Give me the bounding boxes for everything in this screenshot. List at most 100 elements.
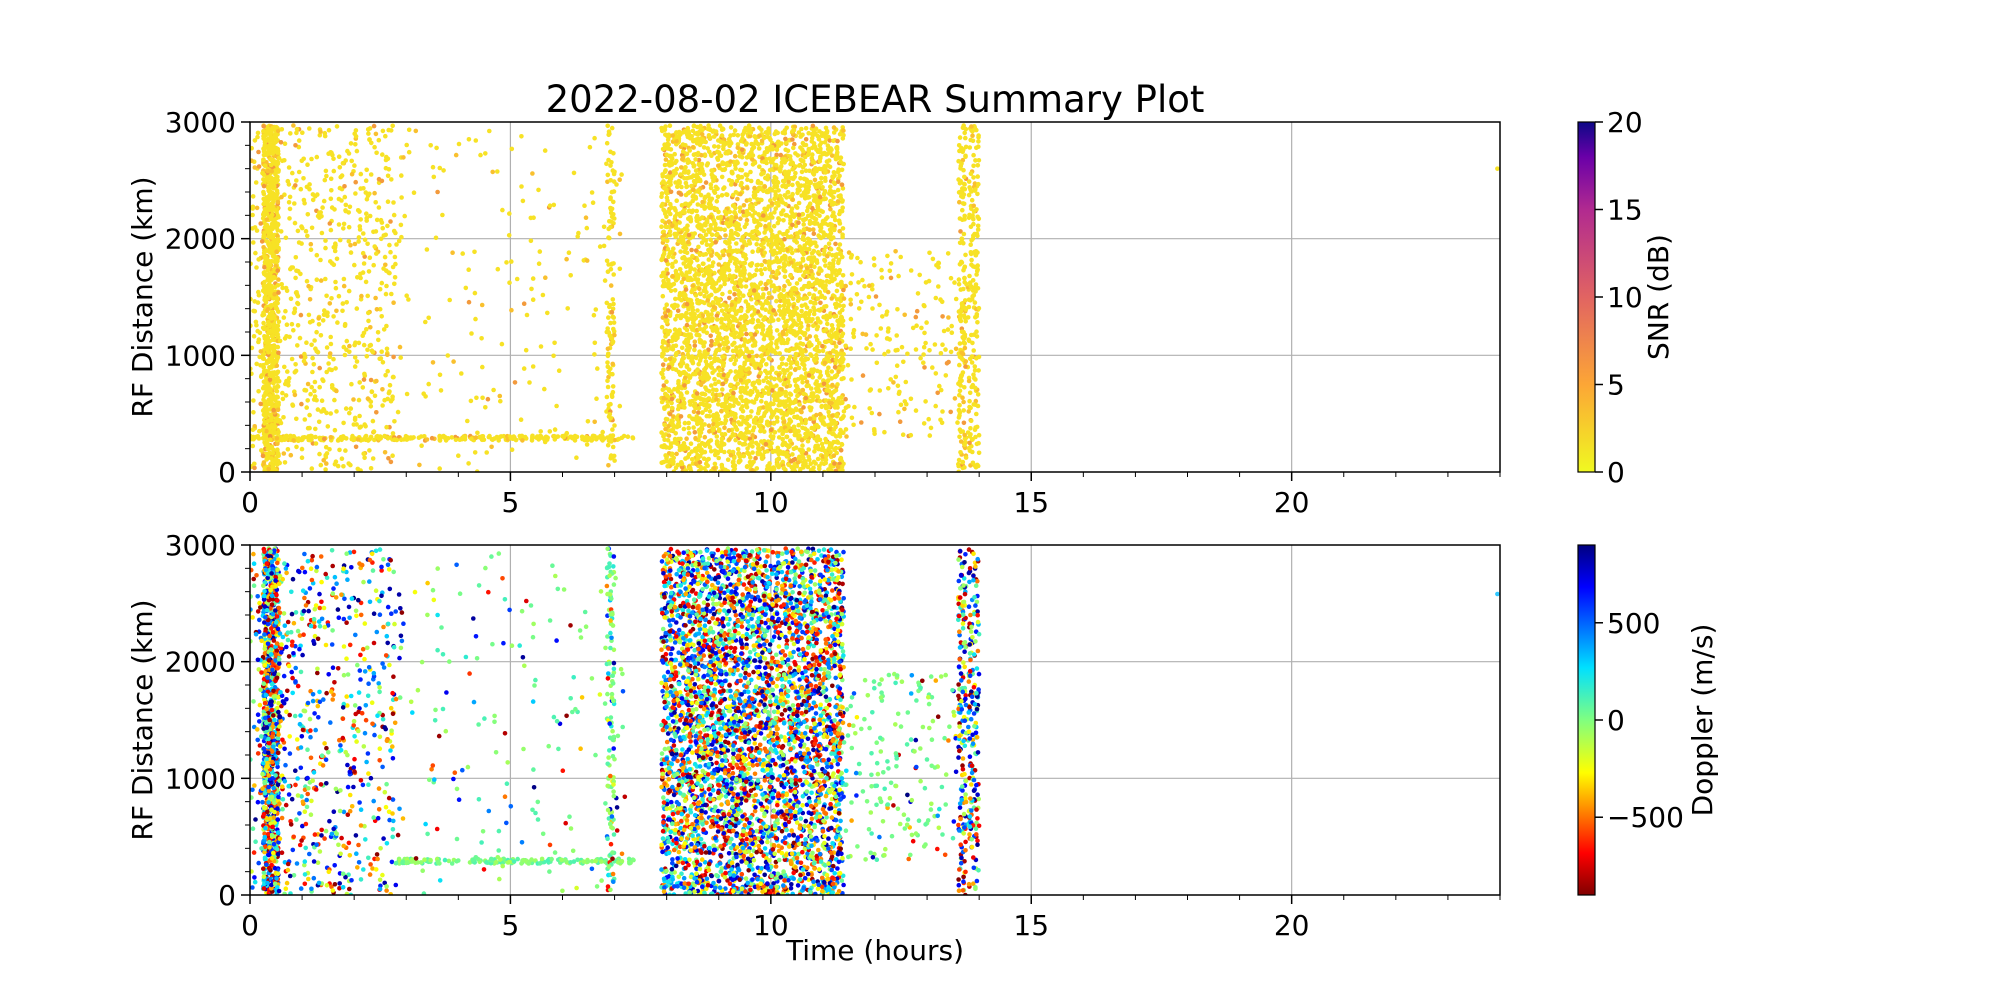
snr-point (270, 466, 276, 472)
snr-point (801, 222, 806, 227)
snr-point (260, 436, 266, 441)
snr-point (256, 292, 262, 298)
snr-point (252, 299, 257, 304)
snr-point (279, 127, 285, 132)
snr-point (274, 249, 279, 254)
snr-point (817, 143, 823, 148)
snr-point (372, 437, 377, 443)
snr-point (258, 363, 263, 368)
snr-point (279, 282, 285, 287)
snr-point (796, 220, 801, 225)
snr-point (355, 466, 361, 472)
snr-point (341, 276, 347, 282)
snr-point (789, 206, 795, 211)
snr-point (793, 406, 799, 412)
snr-point (404, 293, 410, 299)
snr-point (328, 196, 334, 202)
snr-point (748, 169, 753, 175)
snr-point (716, 402, 721, 407)
snr-point (356, 340, 362, 346)
snr-point (792, 141, 797, 147)
snr-point (743, 327, 748, 332)
snr-point (756, 231, 762, 236)
snr-point (256, 164, 262, 169)
snr-point (752, 332, 758, 337)
snr-point (265, 418, 271, 424)
snr-point (816, 189, 821, 195)
chart-title: 2022-08-02 ICEBEAR Summary Plot (546, 78, 1205, 121)
snr-point (346, 288, 352, 294)
snr-point (406, 149, 412, 155)
snr-point (332, 427, 338, 433)
snr-point (275, 331, 280, 337)
snr-point (585, 419, 591, 424)
snr-point (659, 324, 665, 330)
snr-point (325, 313, 330, 319)
snr-point (826, 373, 831, 378)
snr-point (317, 365, 323, 371)
snr-point (695, 280, 701, 286)
snr-point (275, 146, 281, 152)
snr-point (694, 174, 700, 180)
snr-point (705, 161, 711, 166)
snr-point (343, 406, 349, 411)
snr-point (611, 171, 617, 177)
snr-point (718, 284, 723, 289)
snr-point (341, 226, 346, 231)
snr-point (267, 196, 273, 202)
snr-point (328, 334, 334, 340)
snr-point (826, 409, 831, 415)
snr-point (437, 433, 442, 439)
snr-point (686, 355, 691, 360)
snr-point (275, 323, 281, 329)
snr-point (569, 434, 574, 440)
snr-point (781, 267, 786, 273)
snr-point (519, 184, 524, 189)
snr-point (294, 178, 299, 183)
snr-point (690, 128, 696, 134)
snr-point (783, 147, 788, 152)
snr-point (607, 333, 613, 338)
snr-point (297, 335, 303, 341)
snr-point (473, 435, 479, 440)
snr-point (364, 167, 370, 173)
snr-point (252, 165, 258, 170)
snr-point (281, 315, 287, 320)
snr-point (594, 396, 599, 402)
snr-point (704, 387, 709, 393)
snr-point (310, 197, 316, 203)
snr-point (832, 447, 837, 453)
snr-point (358, 424, 364, 430)
snr-point (323, 168, 329, 174)
snr-point (274, 436, 280, 441)
snr-point (733, 358, 739, 363)
snr-point (562, 433, 567, 439)
snr-point (595, 366, 600, 371)
snr-point (309, 156, 314, 162)
snr-point (751, 400, 757, 405)
snr-point (295, 300, 300, 306)
snr-point (823, 457, 829, 463)
snr-point (545, 435, 550, 441)
snr-point (811, 305, 816, 310)
snr-point (609, 214, 615, 219)
snr-point (416, 435, 422, 441)
snr-point (755, 237, 760, 242)
snr-point (760, 295, 766, 300)
snr-point (611, 261, 616, 266)
snr-point (498, 434, 504, 439)
snr-point (363, 437, 369, 443)
snr-point (694, 218, 699, 223)
snr-point (445, 353, 451, 358)
snr-point (745, 450, 750, 456)
snr-point (275, 237, 281, 242)
snr-point (469, 331, 474, 336)
snr-point (665, 464, 670, 469)
snr-point (251, 410, 256, 415)
snr-point (364, 215, 370, 221)
snr-point (703, 238, 709, 243)
snr-point (275, 441, 280, 447)
snr-point (373, 200, 379, 205)
snr-point (611, 301, 616, 307)
snr-point (834, 288, 840, 294)
